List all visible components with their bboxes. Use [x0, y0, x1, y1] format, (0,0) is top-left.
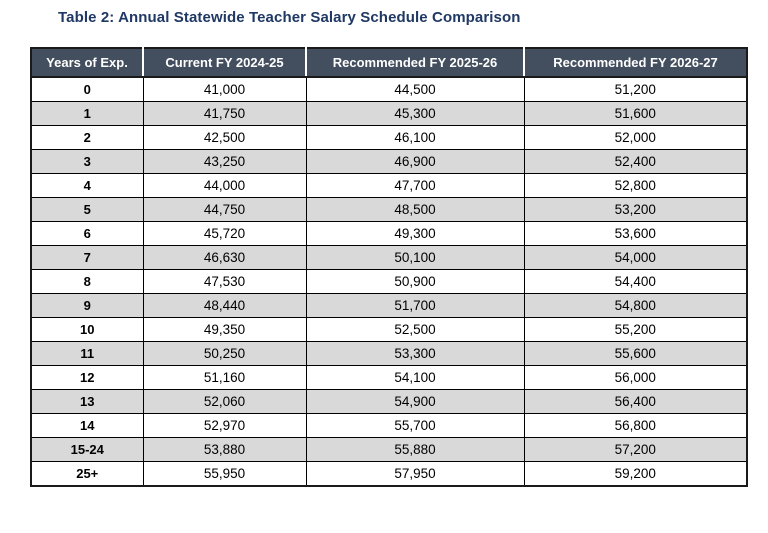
salary-cell: 44,000	[142, 173, 307, 198]
years-of-exp-cell: 11	[30, 341, 144, 366]
table-row: 6 45,720 49,300 53,600	[30, 221, 748, 246]
column-header: Current FY 2024-25	[142, 48, 306, 78]
column-header: Recommended FY 2026-27	[523, 48, 747, 78]
salary-cell: 52,000	[523, 125, 748, 150]
salary-comparison-table: Years of Exp. Current FY 2024-25 Recommend…	[30, 47, 748, 487]
salary-cell: 54,000	[523, 245, 748, 270]
salary-cell: 47,530	[142, 269, 307, 294]
years-of-exp-cell: 14	[30, 413, 144, 438]
salary-cell: 44,750	[142, 197, 307, 222]
salary-cell: 43,250	[142, 149, 307, 174]
years-of-exp-cell: 7	[30, 245, 144, 270]
years-of-exp-cell: 25+	[30, 461, 144, 487]
years-of-exp-cell: 6	[30, 221, 144, 246]
table-row: 13 52,060 54,900 56,400	[30, 389, 748, 414]
salary-cell: 54,900	[305, 389, 525, 414]
salary-cell: 52,060	[142, 389, 307, 414]
salary-cell: 51,200	[523, 76, 748, 102]
salary-cell: 41,000	[142, 76, 307, 102]
salary-cell: 42,500	[142, 125, 307, 150]
salary-cell: 59,200	[523, 461, 748, 487]
salary-cell: 55,600	[523, 341, 748, 366]
salary-cell: 49,350	[142, 317, 307, 342]
years-of-exp-cell: 3	[30, 149, 144, 174]
table-row: 7 46,630 50,100 54,000	[30, 245, 748, 270]
column-header: Recommended FY 2025-26	[305, 48, 524, 78]
salary-cell: 51,600	[523, 101, 748, 126]
table-row: 12 51,160 54,100 56,000	[30, 365, 748, 390]
salary-cell: 47,700	[305, 173, 525, 198]
table-row: 1 41,750 45,300 51,600	[30, 101, 748, 126]
table-row: 25+ 55,950 57,950 59,200	[30, 461, 748, 487]
salary-cell: 50,100	[305, 245, 525, 270]
header-row: Years of Exp. Current FY 2024-25 Recommend…	[31, 48, 747, 78]
table-row: 3 43,250 46,900 52,400	[30, 149, 748, 174]
salary-cell: 54,800	[523, 293, 748, 318]
salary-cell: 45,300	[305, 101, 525, 126]
table-row: 14 52,970 55,700 56,800	[30, 413, 748, 438]
salary-cell: 56,400	[523, 389, 748, 414]
years-of-exp-cell: 12	[30, 365, 144, 390]
table-body: 0 41,000 44,500 51,200 1 41,750 45,300 51,600 2 4…	[30, 76, 748, 487]
salary-cell: 52,400	[523, 149, 748, 174]
salary-cell: 48,500	[305, 197, 525, 222]
table-row: 5 44,750 48,500 53,200	[30, 197, 748, 222]
salary-cell: 57,950	[305, 461, 525, 487]
salary-cell: 46,630	[142, 245, 307, 270]
salary-cell: 44,500	[305, 76, 525, 102]
salary-cell: 52,970	[142, 413, 307, 438]
salary-cell: 46,900	[305, 149, 525, 174]
salary-cell: 57,200	[523, 437, 748, 462]
salary-cell: 56,000	[523, 365, 748, 390]
table-row: 4 44,000 47,700 52,800	[30, 173, 748, 198]
years-of-exp-cell: 1	[30, 101, 144, 126]
table-row: 8 47,530 50,900 54,400	[30, 269, 748, 294]
salary-cell: 55,200	[523, 317, 748, 342]
table-row: 9 48,440 51,700 54,800	[30, 293, 748, 318]
years-of-exp-cell: 15-24	[30, 437, 144, 462]
salary-cell: 45,720	[142, 221, 307, 246]
salary-cell: 50,250	[142, 341, 307, 366]
salary-cell: 49,300	[305, 221, 525, 246]
salary-cell: 41,750	[142, 101, 307, 126]
salary-cell: 52,800	[523, 173, 748, 198]
salary-cell: 53,880	[142, 437, 307, 462]
salary-cell: 53,200	[523, 197, 748, 222]
salary-cell: 48,440	[142, 293, 307, 318]
years-of-exp-cell: 8	[30, 269, 144, 294]
salary-cell: 53,600	[523, 221, 748, 246]
salary-cell: 55,700	[305, 413, 525, 438]
salary-cell: 46,100	[305, 125, 525, 150]
years-of-exp-cell: 5	[30, 197, 144, 222]
salary-cell: 51,160	[142, 365, 307, 390]
salary-cell: 54,100	[305, 365, 525, 390]
table-row: 11 50,250 53,300 55,600	[30, 341, 748, 366]
table-title: Table 2: Annual Statewide Teacher Salary…	[58, 9, 521, 26]
salary-cell: 54,400	[523, 269, 748, 294]
years-of-exp-cell: 0	[30, 76, 144, 102]
table-head: Years of Exp. Current FY 2024-25 Recommend…	[31, 48, 747, 78]
years-of-exp-cell: 2	[30, 125, 144, 150]
table-row: 2 42,500 46,100 52,000	[30, 125, 748, 150]
years-of-exp-cell: 9	[30, 293, 144, 318]
years-of-exp-cell: 13	[30, 389, 144, 414]
salary-cell: 56,800	[523, 413, 748, 438]
table-row: 15-24 53,880 55,880 57,200	[30, 437, 748, 462]
salary-cell: 53,300	[305, 341, 525, 366]
salary-cell: 50,900	[305, 269, 525, 294]
salary-cell: 52,500	[305, 317, 525, 342]
table-row: 0 41,000 44,500 51,200	[30, 76, 748, 102]
column-header: Years of Exp.	[31, 48, 143, 78]
salary-cell: 51,700	[305, 293, 525, 318]
salary-cell: 55,880	[305, 437, 525, 462]
salary-cell: 55,950	[142, 461, 307, 487]
table-row: 10 49,350 52,500 55,200	[30, 317, 748, 342]
years-of-exp-cell: 10	[30, 317, 144, 342]
years-of-exp-cell: 4	[30, 173, 144, 198]
